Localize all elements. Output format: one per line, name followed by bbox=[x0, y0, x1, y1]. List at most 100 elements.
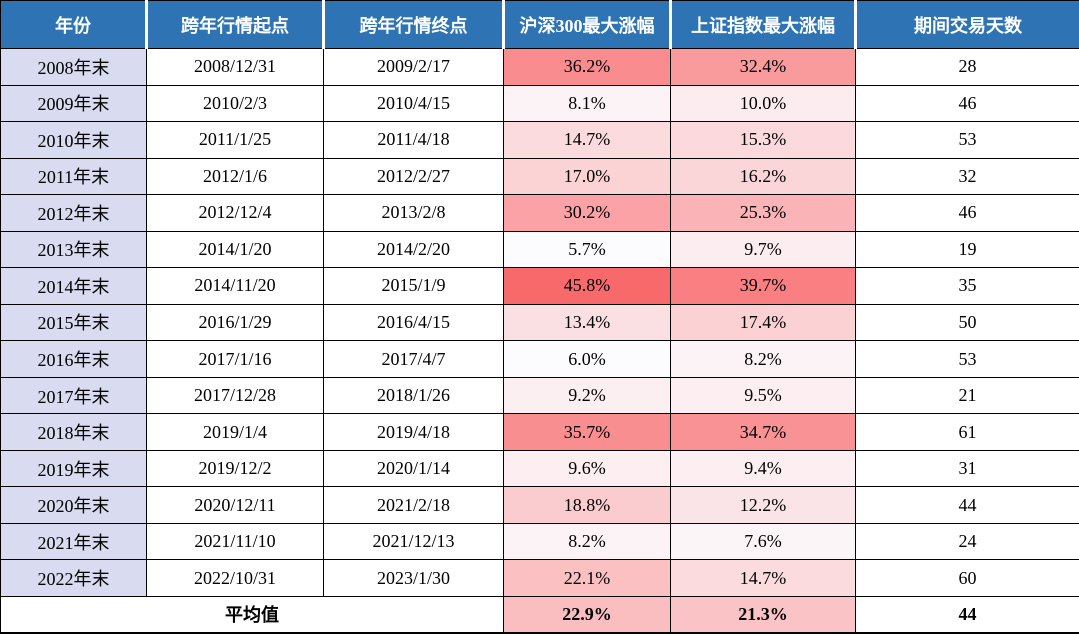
trading-days-cell: 53 bbox=[855, 121, 1079, 159]
csi300-gain-cell: 9.6% bbox=[503, 449, 671, 488]
sse-gain-cell: 14.7% bbox=[670, 559, 856, 597]
table-row: 2008年末 2008/12/31 2009/2/17 36.2% 32.4% 28 bbox=[0, 48, 1079, 86]
year-cell: 2016年末 bbox=[0, 340, 147, 378]
end-date-cell: 2016/4/15 bbox=[323, 303, 504, 342]
end-date-cell: 2015/1/9 bbox=[323, 267, 504, 305]
trading-days-cell: 53 bbox=[855, 340, 1079, 378]
sse-gain-cell: 9.5% bbox=[670, 376, 856, 415]
sse-gain-cell: 25.3% bbox=[670, 194, 856, 232]
csi300-gain-cell: 5.7% bbox=[503, 230, 671, 269]
trading-days-cell: 61 bbox=[855, 413, 1079, 451]
trading-days-cell: 44 bbox=[855, 486, 1079, 524]
trading-days-cell: 46 bbox=[855, 84, 1079, 123]
header-csi300-max-gain: 沪深300最大涨幅 bbox=[502, 0, 671, 49]
start-date-cell: 2017/12/28 bbox=[146, 376, 324, 415]
end-date-cell: 2011/4/18 bbox=[323, 121, 504, 159]
table-row: 2021年末 2021/11/10 2021/12/13 8.2% 7.6% 24 bbox=[0, 522, 1079, 561]
table-row: 2016年末 2017/1/16 2017/4/7 6.0% 8.2% 53 bbox=[0, 340, 1079, 378]
table-row: 2014年末 2014/11/20 2015/1/9 45.8% 39.7% 35 bbox=[0, 267, 1079, 305]
table-row: 2020年末 2020/12/11 2021/2/18 18.8% 12.2% 44 bbox=[0, 486, 1079, 524]
year-cell: 2021年末 bbox=[0, 522, 147, 561]
header-row: 年份 跨年行情起点 跨年行情终点 沪深300最大涨幅 上证指数最大涨幅 期间交易天数 bbox=[0, 0, 1079, 49]
csi300-gain-cell: 8.2% bbox=[503, 522, 671, 561]
csi300-gain-cell: 6.0% bbox=[503, 340, 671, 378]
csi300-gain-cell: 17.0% bbox=[503, 157, 671, 196]
end-date-cell: 2018/1/26 bbox=[323, 376, 504, 415]
end-date-cell: 2014/2/20 bbox=[323, 230, 504, 269]
start-date-cell: 2022/10/31 bbox=[146, 559, 324, 597]
csi300-gain-cell: 18.8% bbox=[503, 486, 671, 524]
year-cell: 2017年末 bbox=[0, 376, 147, 415]
table-header: 年份 跨年行情起点 跨年行情终点 沪深300最大涨幅 上证指数最大涨幅 期间交易天数 bbox=[0, 0, 1079, 49]
end-date-cell: 2021/12/13 bbox=[323, 522, 504, 561]
average-row: 平均值 22.9% 21.3% 44 bbox=[0, 595, 1079, 634]
table-row: 2010年末 2011/1/25 2011/4/18 14.7% 15.3% 53 bbox=[0, 121, 1079, 159]
trading-days-cell: 35 bbox=[855, 267, 1079, 305]
table-row: 2015年末 2016/1/29 2016/4/15 13.4% 17.4% 50 bbox=[0, 303, 1079, 342]
csi300-gain-cell: 45.8% bbox=[503, 267, 671, 305]
csi300-gain-cell: 9.2% bbox=[503, 376, 671, 415]
header-rally-end: 跨年行情终点 bbox=[322, 0, 504, 49]
table-row: 2012年末 2012/12/4 2013/2/8 30.2% 25.3% 46 bbox=[0, 194, 1079, 232]
year-cell: 2013年末 bbox=[0, 230, 147, 269]
table-row: 2009年末 2010/2/3 2010/4/15 8.1% 10.0% 46 bbox=[0, 84, 1079, 123]
csi300-gain-cell: 35.7% bbox=[503, 413, 671, 451]
sse-gain-cell: 39.7% bbox=[670, 267, 856, 305]
start-date-cell: 2011/1/25 bbox=[146, 121, 324, 159]
end-date-cell: 2012/2/27 bbox=[323, 157, 504, 196]
header-sse-max-gain: 上证指数最大涨幅 bbox=[669, 0, 856, 49]
year-cell: 2019年末 bbox=[0, 449, 147, 488]
csi300-gain-cell: 36.2% bbox=[503, 48, 671, 86]
start-date-cell: 2014/11/20 bbox=[146, 267, 324, 305]
year-cell: 2015年末 bbox=[0, 303, 147, 342]
sse-gain-cell: 10.0% bbox=[670, 84, 856, 123]
trading-days-cell: 19 bbox=[855, 230, 1079, 269]
start-date-cell: 2010/2/3 bbox=[146, 84, 324, 123]
average-label: 平均值 bbox=[0, 595, 504, 634]
year-cell: 2020年末 bbox=[0, 486, 147, 524]
end-date-cell: 2020/1/14 bbox=[323, 449, 504, 488]
trading-days-cell: 50 bbox=[855, 303, 1079, 342]
end-date-cell: 2023/1/30 bbox=[323, 559, 504, 597]
end-date-cell: 2019/4/18 bbox=[323, 413, 504, 451]
table-row: 2019年末 2019/12/2 2020/1/14 9.6% 9.4% 31 bbox=[0, 449, 1079, 488]
header-trading-days: 期间交易天数 bbox=[854, 0, 1079, 49]
start-date-cell: 2014/1/20 bbox=[146, 230, 324, 269]
end-date-cell: 2010/4/15 bbox=[323, 84, 504, 123]
sse-gain-cell: 16.2% bbox=[670, 157, 856, 196]
table-row: 2011年末 2012/1/6 2012/2/27 17.0% 16.2% 32 bbox=[0, 157, 1079, 196]
sse-gain-cell: 7.6% bbox=[670, 522, 856, 561]
average-sse-gain-cell: 21.3% bbox=[670, 595, 856, 634]
trading-days-cell: 31 bbox=[855, 449, 1079, 488]
start-date-cell: 2016/1/29 bbox=[146, 303, 324, 342]
year-cell: 2022年末 bbox=[0, 559, 147, 597]
start-date-cell: 2019/12/2 bbox=[146, 449, 324, 488]
start-date-cell: 2021/11/10 bbox=[146, 522, 324, 561]
sse-gain-cell: 34.7% bbox=[670, 413, 856, 451]
header-year: 年份 bbox=[0, 0, 147, 49]
year-cell: 2009年末 bbox=[0, 84, 147, 123]
start-date-cell: 2019/1/4 bbox=[146, 413, 324, 451]
sse-gain-cell: 12.2% bbox=[670, 486, 856, 524]
csi300-gain-cell: 30.2% bbox=[503, 194, 671, 232]
start-date-cell: 2020/12/11 bbox=[146, 486, 324, 524]
csi300-gain-cell: 8.1% bbox=[503, 84, 671, 123]
sse-gain-cell: 9.4% bbox=[670, 449, 856, 488]
trading-days-cell: 32 bbox=[855, 157, 1079, 196]
sse-gain-cell: 15.3% bbox=[670, 121, 856, 159]
csi300-gain-cell: 14.7% bbox=[503, 121, 671, 159]
year-cell: 2011年末 bbox=[0, 157, 147, 196]
start-date-cell: 2012/1/6 bbox=[146, 157, 324, 196]
table-row: 2017年末 2017/12/28 2018/1/26 9.2% 9.5% 21 bbox=[0, 376, 1079, 415]
year-cell: 2008年末 bbox=[0, 48, 147, 86]
start-date-cell: 2012/12/4 bbox=[146, 194, 324, 232]
header-rally-start: 跨年行情起点 bbox=[145, 0, 324, 49]
average-trading-days-cell: 44 bbox=[855, 595, 1079, 634]
average-csi300-gain-cell: 22.9% bbox=[503, 595, 671, 634]
end-date-cell: 2021/2/18 bbox=[323, 486, 504, 524]
end-date-cell: 2013/2/8 bbox=[323, 194, 504, 232]
sse-gain-cell: 9.7% bbox=[670, 230, 856, 269]
table-body: 2008年末 2008/12/31 2009/2/17 36.2% 32.4% 28 200… bbox=[0, 48, 1079, 634]
table-row: 2013年末 2014/1/20 2014/2/20 5.7% 9.7% 19 bbox=[0, 230, 1079, 269]
year-cell: 2018年末 bbox=[0, 413, 147, 451]
